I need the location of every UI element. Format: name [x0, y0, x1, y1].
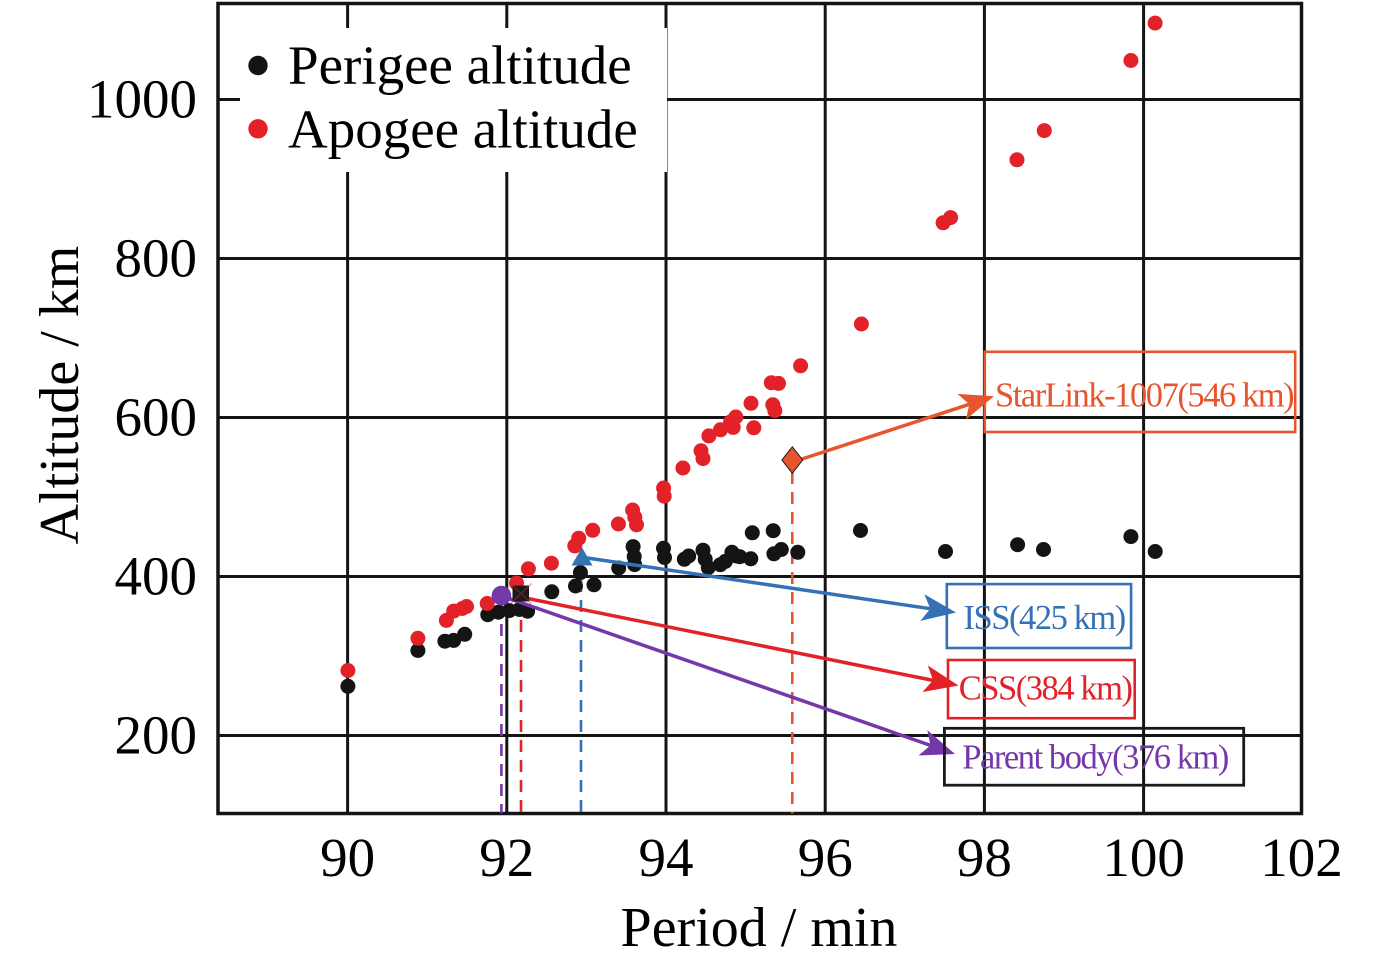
svg-text:92: 92 — [479, 827, 534, 888]
svg-text:400: 400 — [115, 546, 198, 607]
svg-text:102: 102 — [1260, 827, 1343, 888]
svg-text:600: 600 — [115, 387, 198, 448]
svg-text:100: 100 — [1102, 827, 1185, 888]
svg-text:CSS(384 km): CSS(384 km) — [959, 670, 1132, 708]
svg-text:Perigee altitude: Perigee altitude — [288, 35, 632, 96]
svg-text:200: 200 — [115, 705, 198, 766]
svg-text:Period / min: Period / min — [621, 897, 898, 959]
svg-text:Apogee altitude: Apogee altitude — [288, 99, 638, 160]
svg-text:94: 94 — [639, 827, 694, 888]
svg-text:ISS(425 km): ISS(425 km) — [964, 599, 1125, 637]
svg-text:Altitude / km: Altitude / km — [29, 246, 91, 545]
svg-text:800: 800 — [115, 228, 198, 289]
svg-text:98: 98 — [957, 827, 1012, 888]
svg-text:Parent body(376 km): Parent body(376 km) — [962, 739, 1228, 777]
svg-text:1000: 1000 — [87, 69, 197, 130]
svg-text:96: 96 — [798, 827, 853, 888]
svg-text:StarLink-1007(546 km): StarLink-1007(546 km) — [995, 377, 1293, 415]
svg-text:90: 90 — [320, 827, 375, 888]
